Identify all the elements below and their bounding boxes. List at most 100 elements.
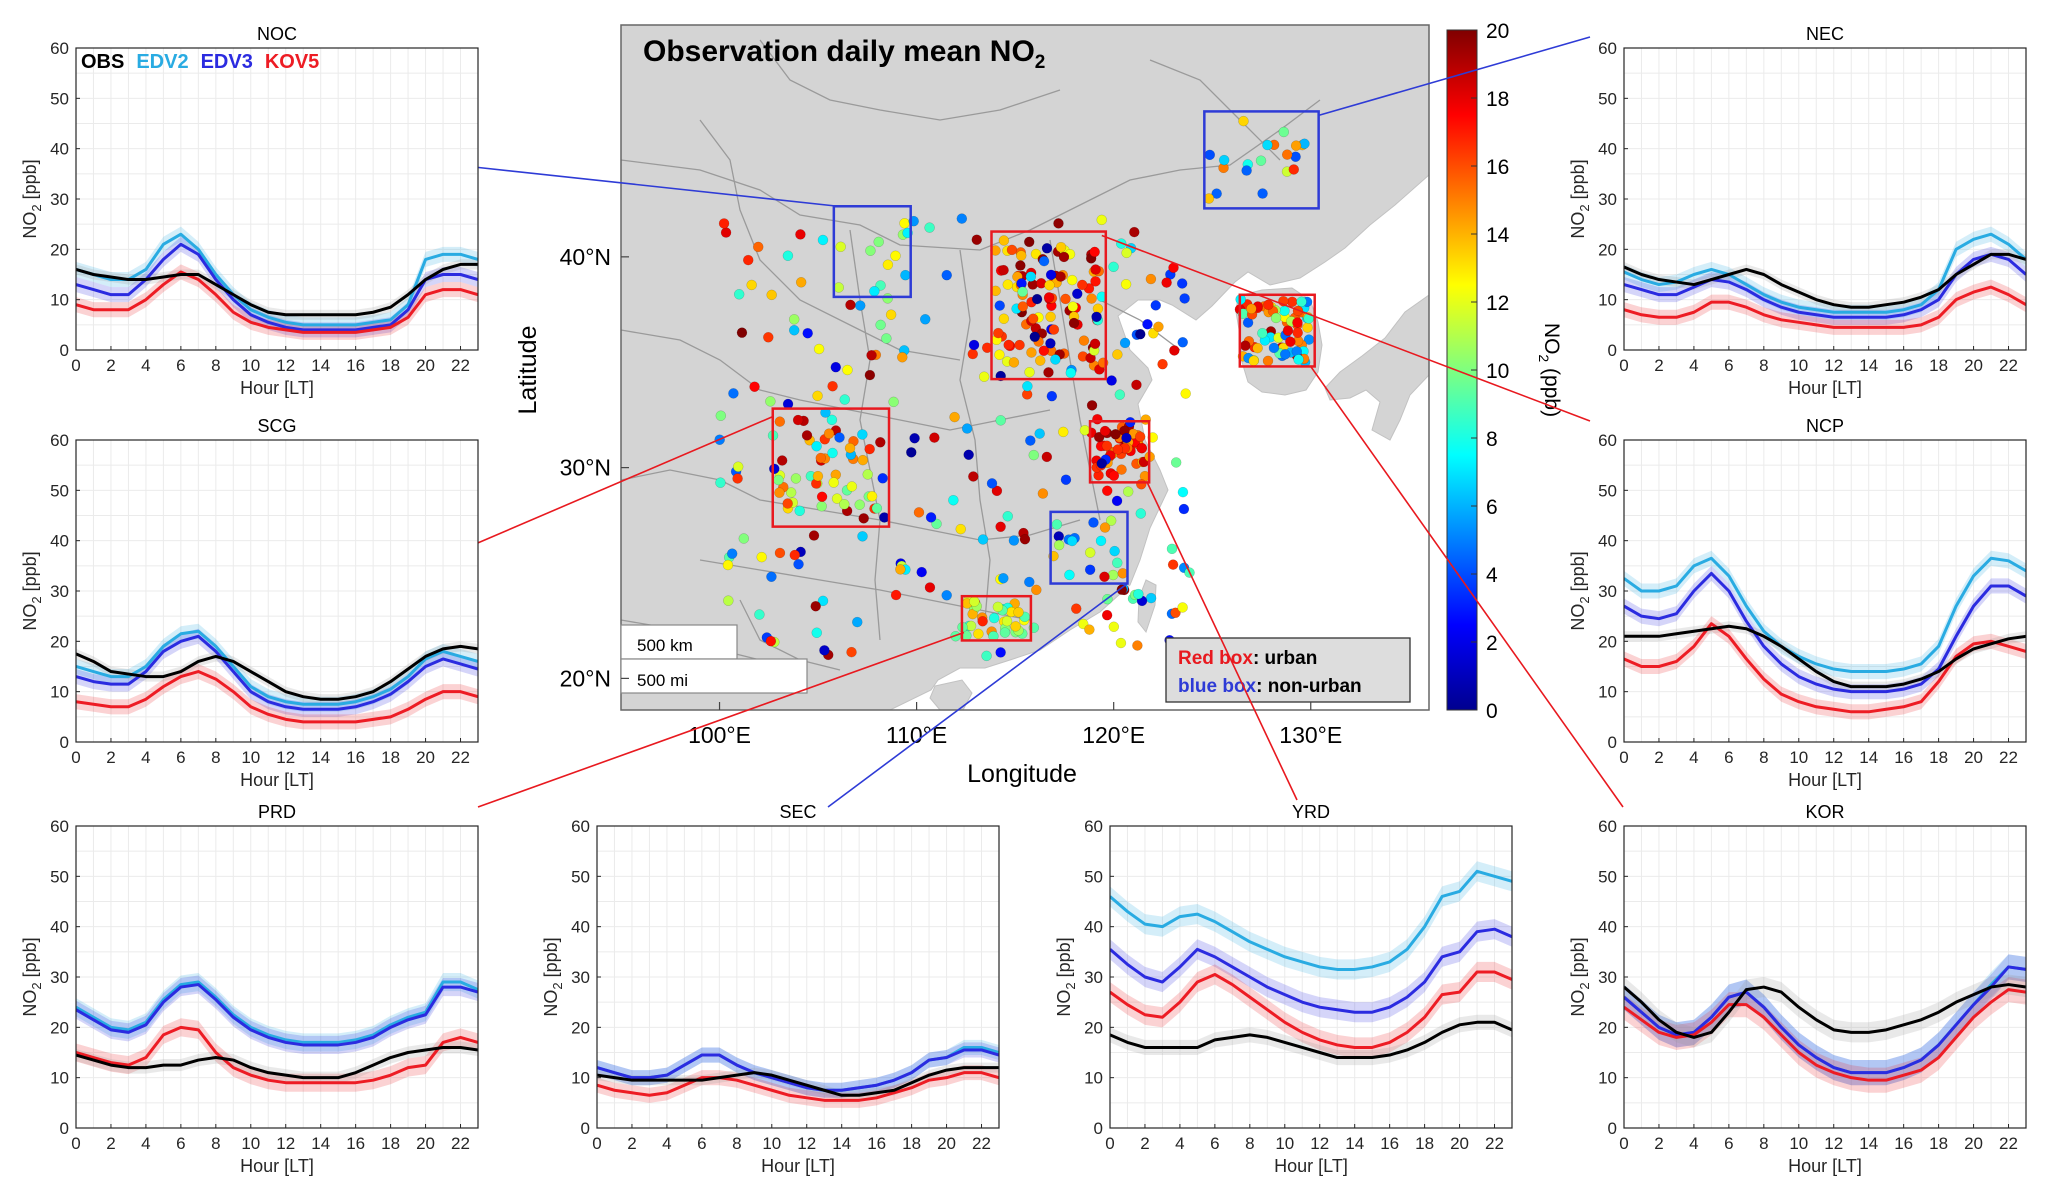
station-marker xyxy=(1271,313,1281,323)
colorbar-tick-label: 0 xyxy=(1486,700,1498,723)
station-marker xyxy=(795,229,805,239)
x-tick-label: 8 xyxy=(1759,1134,1768,1153)
x-tick-label: 4 xyxy=(141,748,150,767)
station-marker xyxy=(1087,294,1097,304)
y-tick-label: 0 xyxy=(60,1119,69,1138)
station-marker xyxy=(968,471,978,481)
y-tick-label: 40 xyxy=(1598,532,1617,551)
station-marker xyxy=(883,260,893,270)
x-axis-label: Hour [LT] xyxy=(1788,1156,1862,1176)
y-tick-label: 60 xyxy=(1598,39,1617,58)
colorbar-label: NO2 (ppb) xyxy=(1536,323,1563,417)
station-marker xyxy=(766,572,776,582)
station-marker xyxy=(1043,367,1053,377)
station-marker xyxy=(1279,306,1289,316)
figure: Observation daily mean NO2 500 km 500 mi… xyxy=(0,0,2067,1187)
station-marker xyxy=(1180,293,1190,303)
x-tick-label: 2 xyxy=(106,1134,115,1153)
station-marker xyxy=(962,424,972,434)
station-marker xyxy=(857,429,867,439)
x-tick-label: 14 xyxy=(832,1134,851,1153)
station-marker xyxy=(978,616,988,626)
x-tick-label: 2 xyxy=(627,1134,636,1153)
station-marker xyxy=(1116,638,1126,648)
station-marker xyxy=(863,469,873,479)
station-marker xyxy=(1004,340,1014,350)
station-marker xyxy=(1061,475,1071,485)
station-marker xyxy=(914,507,924,517)
station-marker xyxy=(855,500,865,510)
station-marker xyxy=(789,314,799,324)
station-marker xyxy=(1167,544,1177,554)
station-marker xyxy=(878,473,888,483)
legend-edv2: EDV2 xyxy=(136,51,188,73)
chart-title: SEC xyxy=(779,802,816,822)
station-marker xyxy=(1109,471,1119,481)
y-tick-label: 10 xyxy=(50,1069,69,1088)
station-marker xyxy=(969,340,979,350)
station-marker xyxy=(1151,300,1161,310)
station-marker xyxy=(1069,318,1079,328)
y-tick-label: 40 xyxy=(1598,918,1617,937)
station-marker xyxy=(790,550,800,560)
x-tick-label: 0 xyxy=(1619,356,1628,375)
station-marker xyxy=(765,396,775,406)
station-marker xyxy=(1018,287,1028,297)
x-tick-label: 22 xyxy=(1485,1134,1504,1153)
station-marker xyxy=(1022,381,1032,391)
station-marker xyxy=(1028,314,1038,324)
y-tick-label: 20 xyxy=(1598,632,1617,651)
station-marker xyxy=(948,495,958,505)
station-marker xyxy=(1291,141,1301,151)
box-legend-blue: blue box xyxy=(1178,676,1257,697)
station-marker xyxy=(900,218,910,228)
station-marker xyxy=(734,289,744,299)
x-tick-label: 12 xyxy=(1824,1134,1843,1153)
station-marker xyxy=(929,433,939,443)
x-tick-label: 4 xyxy=(1689,1134,1698,1153)
y-tick-label: 40 xyxy=(1084,918,1103,937)
station-marker xyxy=(845,443,855,453)
y-axis-label: NO2 [ppb] xyxy=(1568,937,1592,1016)
x-axis-label: Hour [LT] xyxy=(240,1156,314,1176)
chart-title: NEC xyxy=(1806,24,1844,44)
x-tick-label: 16 xyxy=(1894,748,1913,767)
station-marker xyxy=(1253,343,1263,353)
station-marker xyxy=(775,417,785,427)
station-marker xyxy=(872,503,882,513)
x-tick-label: 6 xyxy=(176,1134,185,1153)
y-tick-label: 30 xyxy=(50,968,69,987)
station-marker xyxy=(1238,116,1248,126)
station-marker xyxy=(1066,368,1076,378)
x-tick-label: 22 xyxy=(1999,748,2018,767)
y-tick-label: 40 xyxy=(50,532,69,551)
station-marker xyxy=(817,501,827,511)
y-tick-label: 50 xyxy=(50,867,69,886)
x-tick-label: 8 xyxy=(1759,748,1768,767)
x-tick-label: 16 xyxy=(346,356,365,375)
x-tick-label: 14 xyxy=(311,748,330,767)
station-marker xyxy=(910,433,920,443)
lon-tick-label: 100°E xyxy=(688,722,751,748)
y-tick-label: 20 xyxy=(571,1018,590,1037)
y-tick-label: 60 xyxy=(1598,817,1617,836)
station-marker xyxy=(1146,593,1156,603)
y-tick-label: 50 xyxy=(571,867,590,886)
station-marker xyxy=(1096,536,1106,546)
station-marker xyxy=(1018,302,1028,312)
station-marker xyxy=(794,559,804,569)
x-tick-label: 18 xyxy=(1929,356,1948,375)
station-marker xyxy=(1020,534,1030,544)
station-marker xyxy=(956,524,966,534)
colorbar-tick-label: 18 xyxy=(1486,88,1509,111)
x-tick-label: 4 xyxy=(141,356,150,375)
x-tick-label: 6 xyxy=(1210,1134,1219,1153)
station-marker xyxy=(1067,275,1077,285)
station-marker xyxy=(979,372,989,382)
x-axis-label: Hour [LT] xyxy=(240,378,314,398)
station-marker xyxy=(1015,340,1025,350)
y-tick-label: 20 xyxy=(1598,1018,1617,1037)
station-marker xyxy=(809,531,819,541)
x-tick-label: 4 xyxy=(1689,356,1698,375)
y-tick-label: 20 xyxy=(1598,240,1617,259)
